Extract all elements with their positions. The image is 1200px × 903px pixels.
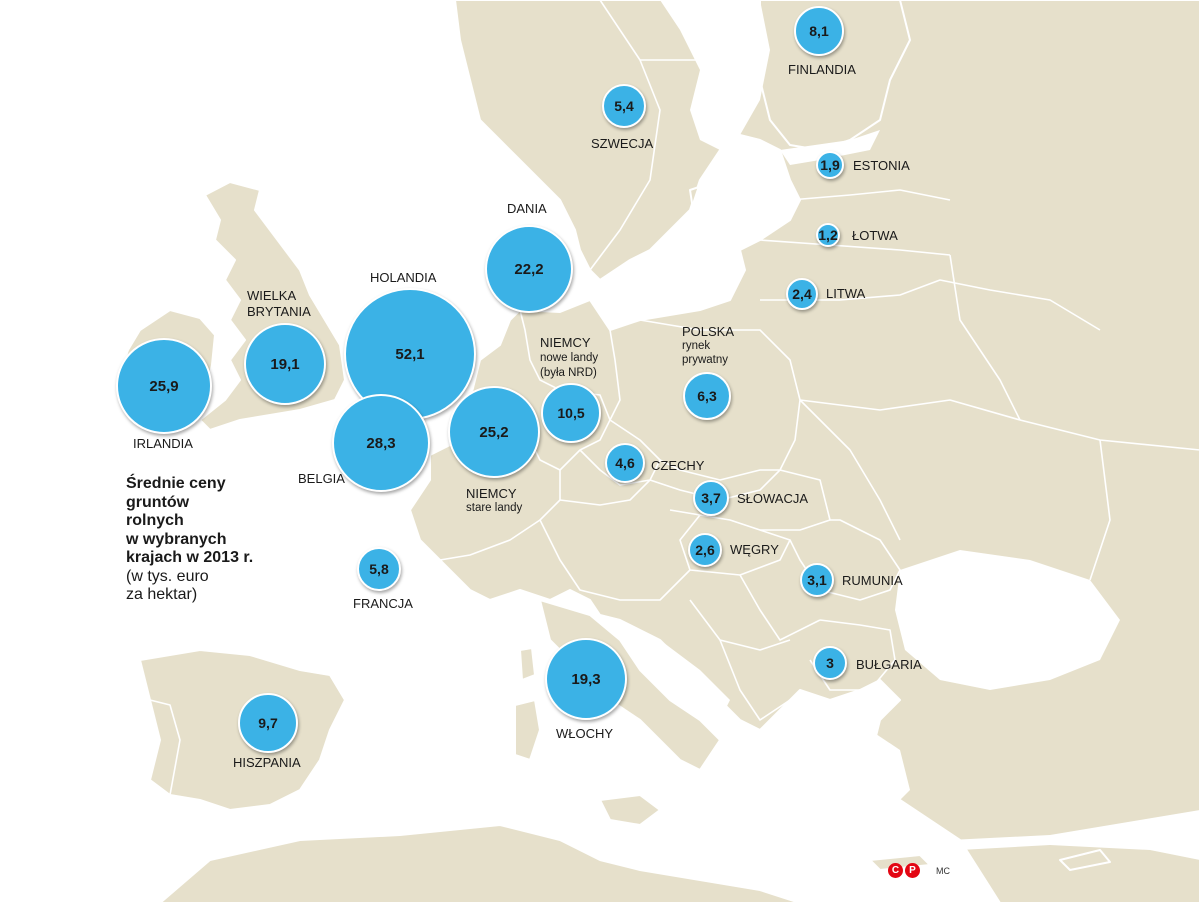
slowacja-bubble: 3,7 (693, 480, 729, 516)
title-line-2: gruntów (126, 493, 190, 511)
niemcy-nowe-bubble: 10,5 (541, 383, 601, 443)
francja-label: FRANCJA (353, 596, 413, 611)
mediterranean-east (720, 780, 1200, 860)
rumunia-label: RUMUNIA (842, 573, 903, 588)
finlandia-bubble: 8,1 (794, 6, 844, 56)
polska-sublabel-1: rynek (682, 340, 711, 352)
bulgaria-label: BUŁGARIA (856, 657, 922, 672)
niemcy-stare-sublabel: stare landy (466, 502, 523, 514)
wlochy-bubble: 19,3 (545, 638, 627, 720)
title-line-4: w wybranych (126, 530, 227, 548)
adriatic-sea (620, 620, 730, 720)
czechy-bubble: 4,6 (605, 443, 645, 483)
polska-bubble: 6,3 (683, 372, 731, 420)
niemcy-nowe-label: NIEMCY (540, 335, 591, 350)
north-africa-land (159, 824, 801, 903)
baltic-sea (600, 135, 785, 330)
finlandia-label: FINLANDIA (788, 62, 856, 77)
sicily-land (599, 794, 661, 826)
irlandia-bubble: 25,9 (116, 338, 212, 434)
dania-label: DANIA (507, 201, 547, 216)
corsica-land (519, 647, 536, 681)
szwecja-bubble: 5,4 (602, 84, 646, 128)
lotwa-bubble: 1,2 (816, 223, 840, 247)
estonia-label: ESTONIA (853, 158, 910, 173)
niemcy-nowe-sublabel-2: (była NRD) (540, 367, 597, 379)
bulgaria-bubble: 3 (813, 646, 847, 680)
estonia-bubble: 1,9 (816, 151, 844, 179)
niemcy-nowe-sublabel-1: nowe landy (540, 352, 599, 364)
title-line-5: krajach w 2013 r. (126, 549, 254, 566)
polska-sublabel-2: prywatny (682, 354, 729, 366)
unit-line-2: za hektar) (126, 586, 198, 603)
logo-c-icon: C (888, 863, 903, 878)
map-title: Średnie ceny gruntów rolnych w wybranych… (126, 475, 253, 605)
francja-bubble: 5,8 (357, 547, 401, 591)
szwecja-label: SZWECJA (591, 136, 654, 151)
irlandia-label: IRLANDIA (133, 436, 193, 451)
title-line-3: rolnych (126, 512, 184, 529)
wlochy-label: WŁOCHY (556, 726, 614, 741)
aegean-sea (830, 730, 910, 820)
wielka-brytania-bubble: 19,1 (244, 323, 326, 405)
publisher-logo: C P (888, 863, 920, 879)
sardinia-land (514, 699, 541, 761)
lotwa-label: ŁOTWA (852, 228, 898, 243)
belgia-bubble: 28,3 (332, 394, 430, 492)
czechy-label: CZECHY (651, 458, 705, 473)
wielka-brytania-label-2: BRYTANIA (247, 304, 311, 319)
niemcy-stare-bubble: 25,2 (448, 386, 540, 478)
wegry-bubble: 2,6 (688, 533, 722, 567)
dania-bubble: 22,2 (485, 225, 573, 313)
cyprus-land (1059, 849, 1111, 871)
rumunia-bubble: 3,1 (800, 563, 834, 597)
hiszpania-label: HISZPANIA (233, 755, 301, 770)
wielka-brytania-label-1: WIELKA (247, 288, 297, 303)
unit-line-1: (w tys. euro (126, 567, 209, 585)
litwa-label: LITWA (826, 286, 866, 301)
holandia-bubble: 52,1 (344, 288, 476, 420)
gulf-of-finland (780, 130, 880, 165)
title-line-1: Średnie ceny (126, 475, 226, 492)
wegry-label: WĘGRY (730, 542, 779, 557)
holandia-label: HOLANDIA (370, 270, 437, 285)
hiszpania-bubble: 9,7 (238, 693, 298, 753)
black-sea (895, 550, 1120, 690)
slowacja-label: SŁOWACJA (737, 491, 809, 506)
niemcy-stare-label: NIEMCY (466, 486, 517, 501)
gulf-of-bothnia (660, 0, 770, 150)
logo-p-icon: P (905, 863, 920, 878)
litwa-bubble: 2,4 (786, 278, 818, 310)
polska-label: POLSKA (682, 324, 735, 339)
author-credit: MC (936, 866, 950, 876)
belgia-label: BELGIA (298, 471, 345, 486)
